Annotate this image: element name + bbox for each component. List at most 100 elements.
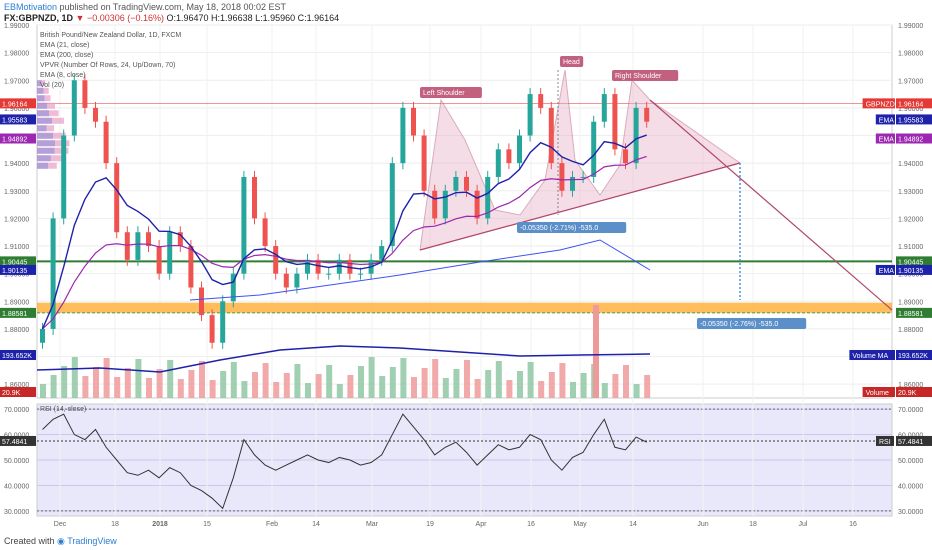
x-tick-label: Mar xyxy=(366,521,379,528)
candle xyxy=(326,273,332,275)
volume-bar xyxy=(262,363,269,398)
footer: Created with ◉ TradingView xyxy=(4,536,117,547)
x-tick-label: 16 xyxy=(527,521,535,528)
publish-header: EBMotivation published on TradingView.co… xyxy=(4,2,286,12)
candle xyxy=(114,163,120,233)
annotation-bg xyxy=(697,318,807,329)
x-tick-label: 19 xyxy=(426,521,434,528)
price-tick-right: 1.90000 xyxy=(898,272,923,279)
candle xyxy=(644,107,650,122)
series-label-bg xyxy=(849,350,895,360)
rsi-tick-right: 40.0000 xyxy=(898,483,923,490)
volume-bar xyxy=(135,359,142,398)
volume-bar xyxy=(326,365,333,398)
support-zone xyxy=(37,302,892,313)
candle xyxy=(559,163,565,191)
price-label-left: 1.90135 xyxy=(2,268,27,275)
volume-bar xyxy=(485,370,492,398)
price-label-left-bg xyxy=(0,256,36,267)
x-tick-label: Feb xyxy=(266,521,278,528)
volume-bar xyxy=(283,373,290,398)
candle xyxy=(273,246,279,274)
volume-bar xyxy=(146,378,152,398)
volume-bar xyxy=(432,359,439,398)
price-tick-left: 1.93000 xyxy=(4,189,29,196)
indicator-lines xyxy=(36,134,892,510)
candle xyxy=(220,301,226,343)
volume-profile-bar xyxy=(37,102,47,109)
price-tick-right: 1.97000 xyxy=(898,78,923,85)
volume-bar xyxy=(623,365,629,398)
candle xyxy=(411,107,416,136)
annotation-bg xyxy=(612,70,679,81)
candle xyxy=(315,259,321,274)
candle xyxy=(262,218,268,247)
price-tick-left: 1.97000 xyxy=(4,78,29,85)
axis-labels: 1.99000 1.99000 1.98000 1.98000 1.97000 1.970… xyxy=(0,23,932,528)
rsi-label-right: 57.4841 xyxy=(898,439,923,446)
volume-profile-bar xyxy=(37,87,44,94)
author-link[interactable]: EBMotivation xyxy=(4,2,58,12)
series-label: EMA xyxy=(879,137,895,144)
candle xyxy=(71,80,77,136)
price-label-right-bg xyxy=(896,256,932,267)
tradingview-link[interactable]: TradingView xyxy=(67,536,117,546)
volume-bar xyxy=(421,368,428,398)
price-label-left: 1.90445 xyxy=(2,259,27,266)
volume-bar xyxy=(442,378,449,398)
x-tick-label: Dec xyxy=(54,521,67,528)
x-tick-label: 18 xyxy=(111,521,119,528)
volume-bar xyxy=(538,381,545,398)
legend-item: VPVR (Number Of Rows, 24, Up/Down, 70) xyxy=(40,62,175,69)
price-label-left: 1.88581 xyxy=(2,311,27,318)
price-tick-left: 1.92000 xyxy=(4,216,29,223)
x-tick-label: 15 xyxy=(203,521,211,528)
candle xyxy=(135,232,141,260)
candle xyxy=(61,135,67,219)
candle xyxy=(379,246,385,260)
volume-bar xyxy=(294,364,301,398)
volume-bar xyxy=(209,380,216,398)
volume-bar xyxy=(156,369,163,398)
legend-item: British Pound/New Zealand Dollar, 1D, FX… xyxy=(40,32,181,39)
legend-item: Vol (20) xyxy=(40,82,64,89)
volume-bar xyxy=(241,381,248,398)
volume-bar xyxy=(358,366,364,398)
price-label-left: 1.96164 xyxy=(2,101,27,108)
candle xyxy=(591,121,597,177)
candle xyxy=(485,176,491,219)
ohlc-values: O:1.96470 H:1.96638 L:1.95960 C:1.96164 xyxy=(166,13,340,23)
candle xyxy=(358,273,363,275)
price-change: ▼ −0.00306 (−0.16%) xyxy=(75,13,164,23)
ema21-line xyxy=(42,155,647,330)
price-tick-left: 1.88000 xyxy=(4,327,29,334)
volume-bar xyxy=(601,383,608,398)
price-label-left: 1.95583 xyxy=(2,117,27,124)
volume-bar xyxy=(580,373,587,398)
volume-bar xyxy=(50,375,57,398)
volume-profile-bar xyxy=(37,132,53,139)
price-tick-right: 1.93000 xyxy=(898,189,923,196)
volume-profile-bar xyxy=(37,117,52,124)
volume-bar xyxy=(548,372,555,398)
descending-trendline xyxy=(649,99,893,311)
price-label-left-bg xyxy=(0,133,36,144)
volume-bar xyxy=(71,357,78,398)
candle xyxy=(495,149,501,177)
series-label-bg xyxy=(875,133,895,144)
price-label-left-bg xyxy=(0,114,36,125)
volume-profile-bar xyxy=(37,140,55,147)
volume-bar xyxy=(273,382,280,398)
x-tick-label: 2018 xyxy=(152,521,168,528)
candle xyxy=(347,259,353,274)
volume-profile-bar xyxy=(37,110,49,117)
candle xyxy=(305,259,310,274)
price-tick-right: 1.96000 xyxy=(898,106,923,113)
candle xyxy=(453,176,459,191)
volume-bar xyxy=(400,358,407,398)
price-tick-left: 1.91000 xyxy=(4,244,29,251)
series-label-bg xyxy=(862,98,895,109)
candle xyxy=(474,190,480,219)
price-label-right: 1.95583 xyxy=(898,117,923,124)
